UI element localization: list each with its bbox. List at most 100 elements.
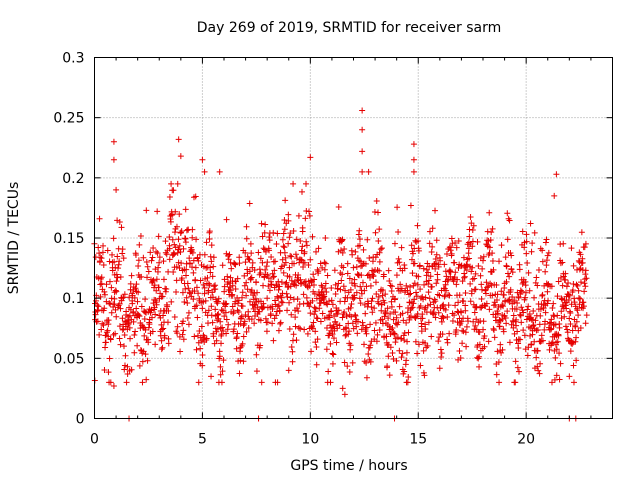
data-point (313, 361, 320, 368)
data-point (96, 250, 103, 257)
data-point (328, 284, 335, 291)
data-point (186, 255, 193, 262)
data-point (275, 286, 282, 293)
data-point (156, 254, 163, 261)
data-point (461, 273, 468, 280)
data-point (171, 251, 178, 258)
data-point (467, 214, 474, 221)
data-point (380, 271, 387, 278)
data-point (539, 337, 546, 344)
data-point (476, 341, 483, 348)
data-point (562, 323, 569, 330)
data-point (214, 312, 221, 319)
data-point (196, 327, 203, 334)
data-point (354, 255, 361, 262)
data-point (141, 332, 148, 339)
data-point (280, 269, 287, 276)
data-point (137, 232, 144, 239)
data-point (268, 254, 275, 261)
data-point (496, 258, 503, 265)
data-point (341, 245, 348, 252)
data-point (468, 287, 475, 294)
data-point (340, 283, 347, 290)
data-point (476, 329, 483, 336)
data-point (526, 287, 533, 294)
data-point (480, 257, 487, 264)
data-point (288, 311, 295, 318)
data-point (512, 358, 519, 365)
data-point (484, 284, 491, 291)
data-point (243, 235, 250, 242)
data-point (503, 320, 510, 327)
data-point (172, 208, 179, 215)
data-point (154, 250, 161, 257)
data-point (177, 348, 184, 355)
data-point (287, 294, 294, 301)
data-point (212, 306, 219, 313)
data-point (365, 300, 372, 307)
data-point (466, 255, 473, 262)
data-point (278, 294, 285, 301)
data-point (582, 267, 589, 274)
data-point (563, 305, 570, 312)
data-point (534, 347, 541, 354)
data-point (130, 318, 137, 325)
data-point (321, 293, 328, 300)
data-point (281, 249, 288, 256)
data-point (316, 305, 323, 312)
data-point (437, 346, 444, 353)
data-point (441, 261, 448, 268)
data-point (259, 233, 266, 240)
data-point (268, 281, 275, 288)
data-point (311, 311, 318, 318)
data-point (326, 314, 333, 321)
data-point (237, 357, 244, 364)
data-point (429, 310, 436, 317)
data-point (548, 340, 555, 347)
data-point (130, 308, 137, 315)
data-point (398, 244, 405, 251)
data-point (262, 248, 269, 255)
data-point (396, 259, 403, 266)
data-point (509, 269, 516, 276)
data-point (460, 254, 467, 261)
data-point (215, 295, 222, 302)
data-point (577, 251, 584, 258)
data-point (197, 277, 204, 284)
data-point (177, 229, 184, 236)
data-point (410, 250, 417, 257)
data-point (293, 236, 300, 243)
data-point (392, 309, 399, 316)
data-point (347, 304, 354, 311)
data-point (397, 281, 404, 288)
data-point (375, 293, 382, 300)
data-point (272, 297, 279, 304)
data-point (321, 259, 328, 266)
data-point (199, 156, 206, 163)
data-point (276, 283, 283, 290)
data-point (536, 370, 543, 377)
data-point (564, 326, 571, 333)
data-point (361, 341, 368, 348)
data-point (202, 309, 209, 316)
data-point (414, 350, 421, 357)
data-point (187, 260, 194, 267)
data-point (185, 309, 192, 316)
data-point (373, 338, 380, 345)
data-point (204, 274, 211, 281)
data-point (240, 358, 247, 365)
data-point (135, 312, 142, 319)
data-point (165, 340, 172, 347)
data-point (385, 267, 392, 274)
data-point (436, 365, 443, 372)
data-point (114, 217, 121, 224)
data-point (399, 350, 406, 357)
data-point (472, 286, 479, 293)
data-point (171, 241, 178, 248)
data-point (445, 302, 452, 309)
data-point (282, 197, 289, 204)
data-point (458, 262, 465, 269)
data-point (373, 197, 380, 204)
data-point (376, 267, 383, 274)
data-point (339, 271, 346, 278)
